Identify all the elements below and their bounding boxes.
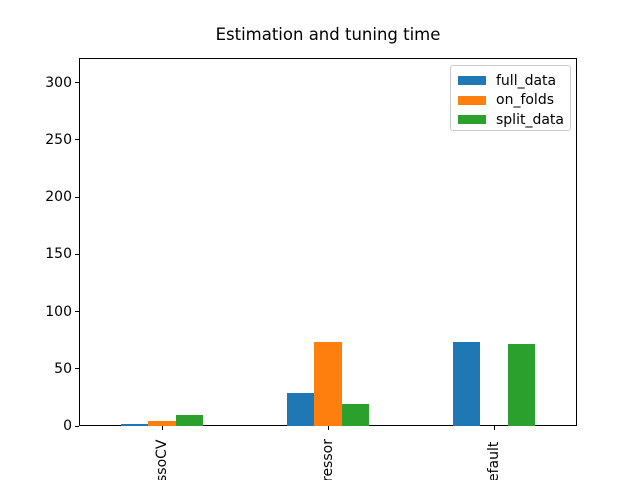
x-tick-mark [494,426,495,430]
x-tick-mark [328,426,329,430]
y-tick-label: 200 [45,189,72,206]
legend-item-split-data: split_data [451,110,570,130]
y-tick-mark [75,425,79,427]
bar-split_data [175,415,204,426]
y-tick-label: 100 [45,303,72,320]
x-tick-label: efault [486,441,502,480]
y-tick-mark [75,196,79,198]
bar-on_folds [314,342,342,426]
legend-swatch-full-data [458,76,486,86]
chart-title: Estimation and tuning time [215,25,441,44]
y-tick-mark [75,311,79,313]
y-tick-label: 0 [63,418,72,434]
y-tick-mark [75,82,79,84]
y-tick-mark [75,368,79,370]
bar-full_data [286,392,315,426]
bar-full_data [452,341,481,426]
legend-item-on-folds: on_folds [451,91,570,111]
y-tick-label: 250 [45,131,72,148]
y-tick-label: 50 [54,360,72,377]
y-tick-mark [75,139,79,141]
legend-swatch-on-folds [458,95,486,105]
legend-item-full-data: full_data [451,71,570,91]
legend-label-split-data: split_data [496,111,564,128]
y-tick-mark [75,253,79,255]
bar-on_folds [148,420,176,426]
y-tick-label: 150 [45,246,72,263]
bar-split_data [507,343,536,426]
x-tick-label: ressor [320,439,336,480]
bar-split_data [341,403,370,426]
legend-label-full-data: full_data [496,72,557,89]
legend-swatch-split-data [458,115,486,125]
x-tick-label: ssoCV [154,439,170,480]
x-tick-mark [162,426,163,430]
legend-label-on-folds: on_folds [496,92,555,109]
bar-full_data [120,424,149,426]
legend: full_data on_folds split_data [450,65,571,131]
y-tick-label: 300 [45,74,72,91]
